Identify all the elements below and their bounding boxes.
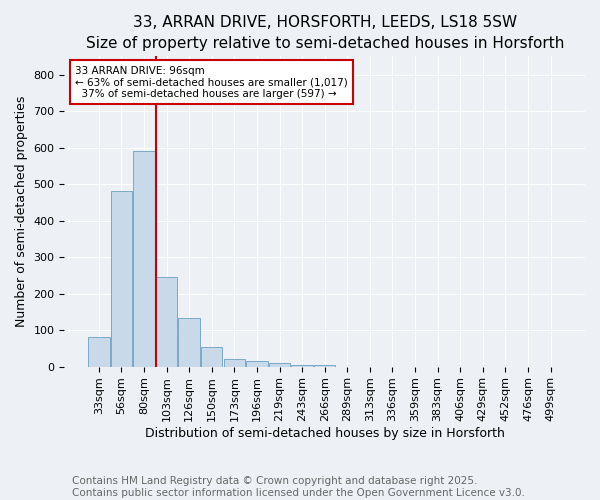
Bar bbox=[110, 192, 132, 366]
Bar bbox=[201, 346, 223, 366]
Title: 33, ARRAN DRIVE, HORSFORTH, LEEDS, LS18 5SW
Size of property relative to semi-de: 33, ARRAN DRIVE, HORSFORTH, LEEDS, LS18 … bbox=[86, 15, 564, 51]
Text: Contains HM Land Registry data © Crown copyright and database right 2025.
Contai: Contains HM Land Registry data © Crown c… bbox=[72, 476, 525, 498]
Bar bbox=[156, 277, 177, 366]
Bar bbox=[246, 361, 268, 366]
Bar bbox=[178, 318, 200, 366]
Text: 33 ARRAN DRIVE: 96sqm
← 63% of semi-detached houses are smaller (1,017)
  37% of: 33 ARRAN DRIVE: 96sqm ← 63% of semi-deta… bbox=[75, 66, 347, 99]
Bar bbox=[224, 360, 245, 366]
Y-axis label: Number of semi-detached properties: Number of semi-detached properties bbox=[15, 96, 28, 327]
X-axis label: Distribution of semi-detached houses by size in Horsforth: Distribution of semi-detached houses by … bbox=[145, 427, 505, 440]
Bar bbox=[88, 338, 110, 366]
Bar bbox=[292, 365, 313, 366]
Bar bbox=[314, 365, 335, 366]
Bar bbox=[269, 363, 290, 366]
Bar bbox=[133, 151, 155, 366]
